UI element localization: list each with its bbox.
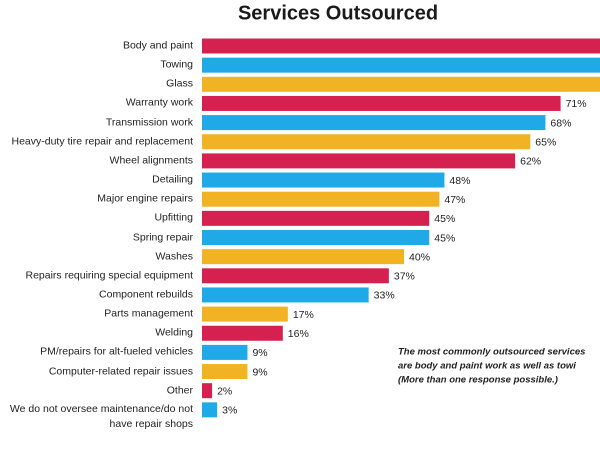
category-label: Major engine repairs bbox=[97, 192, 193, 205]
category-label: Heavy-duty tire repair and replacement bbox=[11, 135, 193, 148]
value-label: 16% bbox=[288, 328, 309, 340]
category-label: Repairs requiring special equipment bbox=[25, 269, 193, 282]
bar bbox=[202, 76, 600, 92]
category-label: Glass bbox=[166, 77, 193, 90]
bar bbox=[202, 402, 218, 418]
bar bbox=[202, 95, 561, 111]
category-label: PM/repairs for alt-fueled vehicles bbox=[40, 345, 193, 358]
bar bbox=[202, 287, 369, 303]
bar bbox=[202, 344, 248, 360]
chart-title: Services Outsourced bbox=[238, 2, 438, 24]
bar bbox=[202, 153, 516, 169]
category-label: Spring repair bbox=[132, 231, 193, 243]
value-label: 2% bbox=[217, 385, 232, 397]
category-label: Upfitting bbox=[154, 211, 193, 224]
value-label: 65% bbox=[535, 137, 556, 149]
bar bbox=[202, 383, 213, 399]
category-label: Washes bbox=[155, 250, 193, 263]
bar bbox=[202, 191, 440, 207]
bar bbox=[202, 325, 283, 341]
category-label: Welding bbox=[155, 326, 193, 339]
bar bbox=[202, 306, 288, 322]
value-label: 9% bbox=[252, 347, 267, 359]
category-label: Computer-related repair issues bbox=[48, 365, 193, 378]
category-label: Other bbox=[166, 384, 193, 397]
bar bbox=[202, 249, 405, 265]
value-label: 71% bbox=[566, 98, 587, 110]
bar bbox=[202, 57, 600, 73]
value-label: 9% bbox=[252, 366, 267, 378]
category-label: Transmission work bbox=[105, 116, 193, 129]
value-label: 40% bbox=[409, 251, 430, 263]
value-label: 17% bbox=[293, 309, 314, 321]
annotation: (More than one response possible.) bbox=[398, 375, 558, 386]
category-label: We do not oversee maintenance/do not hav… bbox=[9, 402, 193, 430]
bar bbox=[202, 134, 531, 150]
bar bbox=[202, 115, 546, 131]
annotation: are body and paint work as well as towi bbox=[398, 361, 576, 372]
value-label: 48% bbox=[449, 175, 470, 187]
value-label: 45% bbox=[434, 232, 455, 244]
bar bbox=[202, 230, 430, 245]
category-label: Detailing bbox=[152, 173, 193, 186]
value-label: 62% bbox=[520, 156, 541, 168]
value-label: 3% bbox=[222, 405, 237, 417]
value-label: 68% bbox=[550, 117, 571, 129]
bar bbox=[202, 38, 600, 54]
category-label: Component rebuilds bbox=[99, 288, 193, 301]
category-label: Parts management bbox=[104, 307, 193, 320]
category-label: Towing bbox=[160, 58, 193, 71]
category-label: Warranty work bbox=[125, 96, 193, 109]
value-label: 45% bbox=[434, 213, 455, 225]
bar bbox=[202, 210, 430, 226]
value-label: 33% bbox=[374, 290, 395, 302]
value-label: 37% bbox=[394, 271, 415, 283]
bar bbox=[202, 364, 248, 380]
value-label: 47% bbox=[444, 194, 465, 206]
bar bbox=[202, 268, 389, 284]
category-label: Body and paint bbox=[122, 39, 193, 52]
bar bbox=[202, 172, 445, 188]
annotation: The most commonly outsourced services bbox=[398, 347, 585, 358]
category-label: Wheel alignments bbox=[109, 154, 193, 167]
